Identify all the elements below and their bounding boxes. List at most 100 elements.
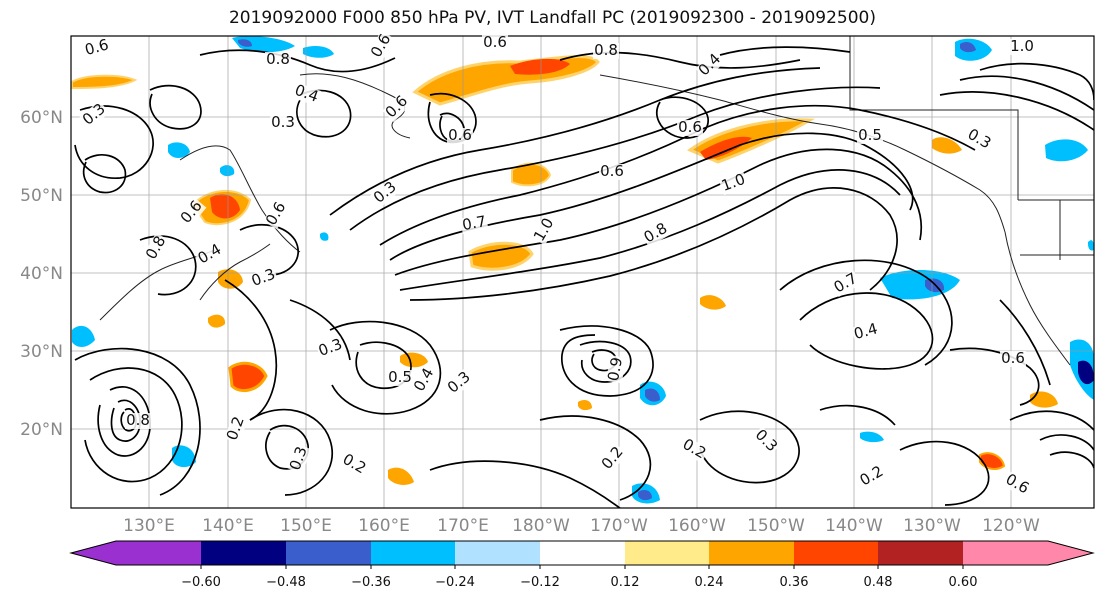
- lon-label-160w: 160°W: [668, 516, 726, 536]
- contour-label-background: [640, 220, 672, 247]
- lon-label-140e: 140°E: [202, 516, 254, 536]
- contour-label-background: [856, 463, 888, 490]
- latitude-labels: 20°N 30°N 40°N 50°N 60°N: [20, 108, 63, 440]
- lon-label-150w: 150°W: [747, 516, 805, 536]
- colorbar-tick-label: 0.36: [780, 575, 809, 590]
- contour-label-background: [270, 115, 296, 131]
- contour-label-background: [370, 178, 401, 208]
- contour-label-background: [599, 164, 625, 180]
- colorbar-tick-label: 0.12: [611, 575, 640, 590]
- colorbar-tick-label: −0.36: [351, 575, 391, 590]
- contour-label: 0.3: [271, 113, 295, 131]
- contour-label-background: [677, 120, 703, 136]
- colorbar-segment: [540, 541, 625, 565]
- lon-label-150e: 150°E: [280, 516, 332, 536]
- contour-labels: 0.60.8 0.6 0.6 0.8 1.00.40.30.3 0.60.60.40.6 0…: [79, 31, 1035, 498]
- contour-label-background: [531, 214, 558, 246]
- colorbar-segment: [963, 541, 1093, 565]
- contour-label-background: [447, 128, 473, 144]
- contour-label-background: [125, 413, 151, 429]
- contour-label-background: [1000, 351, 1026, 367]
- colorbar-segment: [455, 541, 540, 565]
- colorbar-tick-label: 0.24: [695, 575, 724, 590]
- contour-label: 0.8: [266, 50, 290, 68]
- lat-label-50n: 50°N: [20, 186, 63, 206]
- lat-label-60n: 60°N: [20, 108, 63, 128]
- lat-label-20n: 20°N: [20, 420, 63, 440]
- colorbar-segment: [878, 541, 963, 565]
- lon-label-170w: 170°W: [590, 516, 648, 536]
- contour-label-background: [82, 37, 112, 60]
- map-frame: [70, 35, 1095, 509]
- map-title: 2019092000 F000 850 hPa PV, IVT Landfall…: [228, 8, 876, 28]
- contour-label-background: [291, 82, 322, 107]
- contour-label: 0.6: [1001, 349, 1025, 367]
- contour-label: 0.8: [126, 411, 150, 429]
- contour-label-background: [750, 426, 781, 457]
- colorbar-ticks: [200, 565, 964, 569]
- colorbar-tick-label: −0.60: [181, 575, 221, 590]
- colorbar-segment: [709, 541, 794, 565]
- contour-label: 0.8: [594, 41, 618, 59]
- contour-label-background: [444, 368, 475, 398]
- pc-shading: [71, 36, 1094, 504]
- colorbar-tick-label: 0.60: [949, 575, 978, 590]
- contour-label-background: [1001, 471, 1033, 498]
- lon-label-140w: 140°W: [825, 516, 883, 536]
- colorbar-outline: [69, 540, 1095, 566]
- contour-label-background: [224, 413, 249, 444]
- contour-label-background: [851, 321, 881, 344]
- contour-label-background: [593, 43, 619, 59]
- contour-label: 0.5: [858, 126, 882, 144]
- colorbar-segment: [71, 541, 201, 565]
- contour-label-background: [79, 100, 110, 130]
- colorbar-segments: [71, 541, 1093, 565]
- contour-label: 0.6: [83, 35, 111, 59]
- colorbar-tick-label: −0.12: [520, 575, 560, 590]
- contour-label-background: [695, 50, 726, 81]
- contour-label-background: [387, 370, 413, 386]
- contour-label: 0.6: [448, 126, 472, 144]
- contour-label: 0.7: [461, 212, 488, 234]
- contour-label-background: [177, 197, 207, 228]
- contour-label-background: [382, 92, 413, 123]
- contour-label-background: [194, 241, 226, 268]
- contour-label-background: [263, 198, 290, 230]
- colorbar-segment: [794, 541, 878, 565]
- contour-label-background: [718, 171, 749, 196]
- lat-label-40n: 40°N: [20, 264, 63, 284]
- contour-label-background: [678, 436, 710, 463]
- contour-label-background: [830, 270, 862, 297]
- contour-label-background: [265, 52, 291, 68]
- colorbar-tick-label: 0.48: [864, 575, 893, 590]
- contour-label-background: [287, 443, 312, 474]
- colorbar-segment: [201, 541, 286, 565]
- contour-label: 0.6: [678, 118, 702, 136]
- lon-label-180w: 180°W: [512, 516, 570, 536]
- contour-label-background: [143, 232, 170, 264]
- contour-label: 0.6: [483, 33, 507, 51]
- contour-label: 1.0: [1010, 37, 1034, 55]
- longitude-labels: 130°E 140°E 150°E 160°E 170°E 180°W 170°…: [123, 516, 1040, 536]
- contour-label: 0.6: [600, 162, 624, 180]
- lat-label-30n: 30°N: [20, 342, 63, 362]
- colorbar-tick-label: −0.48: [266, 575, 306, 590]
- colorbar-segment: [625, 541, 709, 565]
- contour-label-background: [411, 364, 438, 396]
- contour-label: 0.4: [852, 319, 880, 343]
- contour-label-background: [368, 30, 395, 62]
- contour-label-background: [857, 128, 883, 144]
- contour-label-background: [460, 213, 489, 235]
- colorbar-segment: [286, 541, 371, 565]
- contour-label-background: [605, 355, 627, 384]
- contour-label-background: [338, 451, 370, 478]
- contour-label-background: [315, 336, 346, 361]
- contour-label-background: [248, 266, 279, 291]
- lon-label-130w: 130°W: [903, 516, 961, 536]
- lon-label-160e: 160°E: [358, 516, 410, 536]
- contour-label-background: [482, 35, 508, 51]
- contour-label: 0.5: [388, 368, 412, 386]
- contour-label-background: [963, 126, 995, 153]
- colorbar-tick-label: −0.24: [435, 575, 475, 590]
